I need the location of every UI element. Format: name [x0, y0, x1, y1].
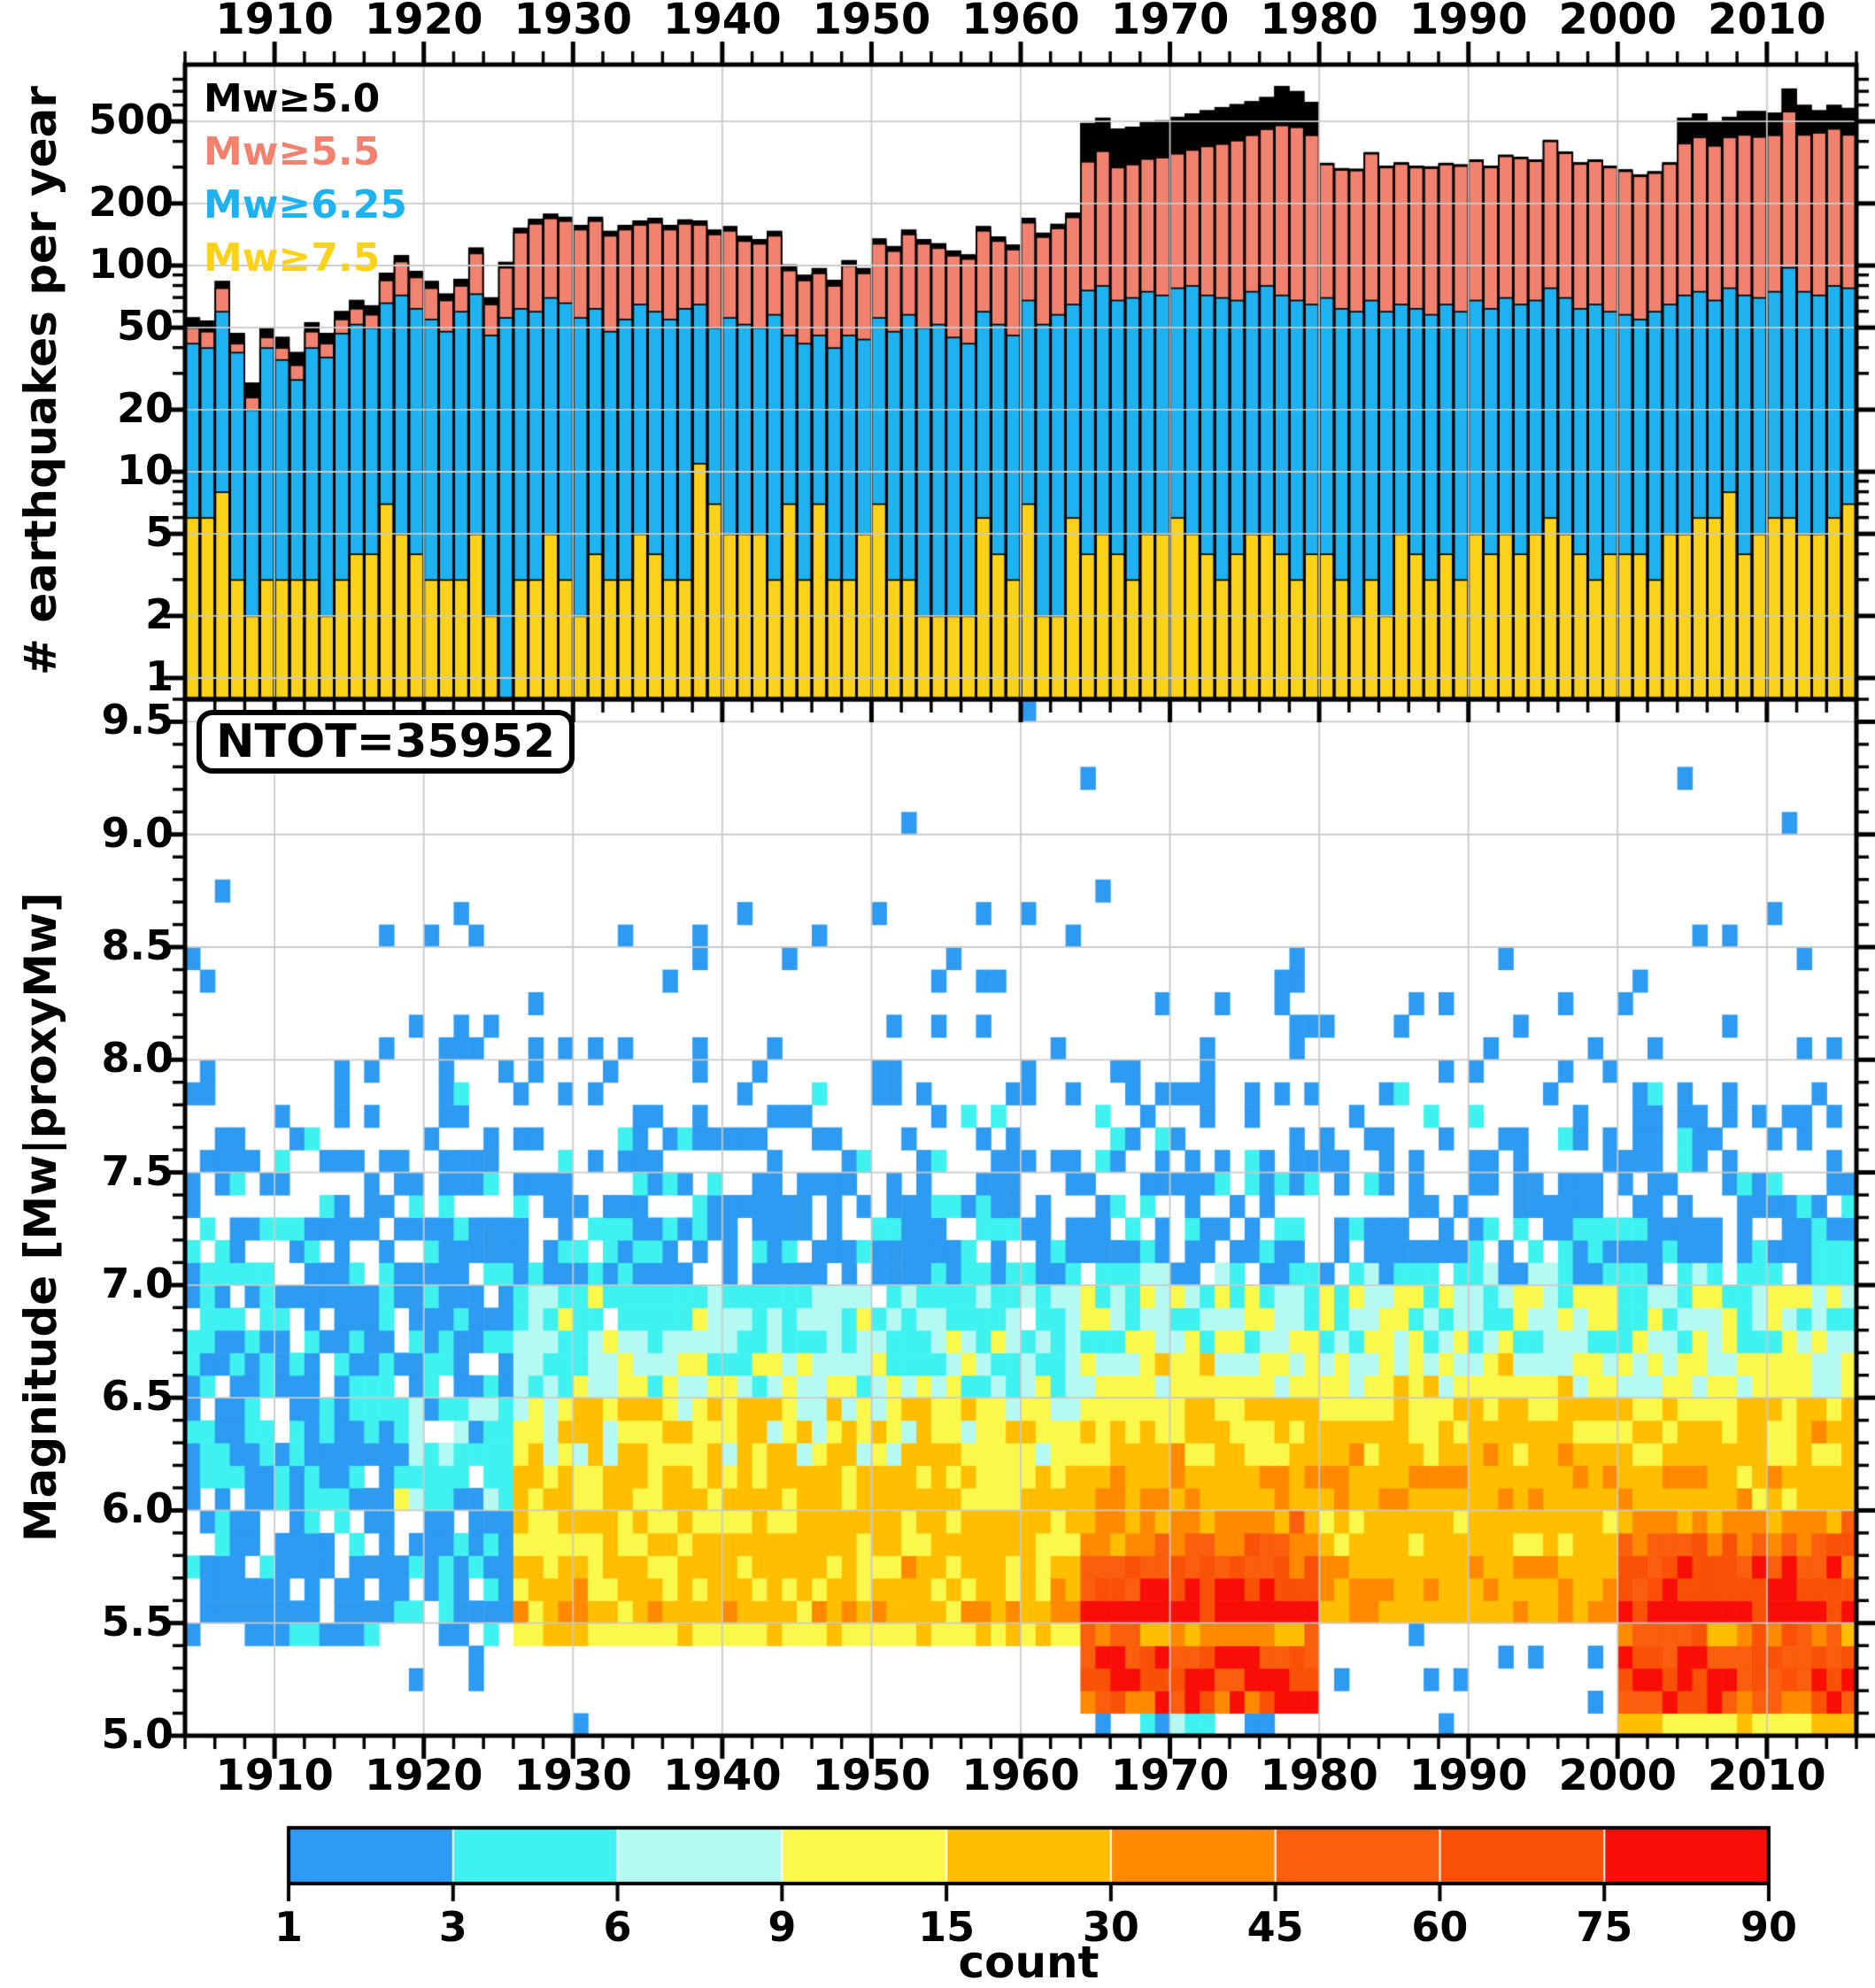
rate-tick-label: 2: [144, 589, 174, 638]
year-tick-label: 1960: [961, 0, 1080, 44]
magnitude-tick-label: 7.5: [101, 1146, 174, 1195]
magnitude-tick-label: 6.0: [101, 1484, 174, 1533]
legend-item-mw5.0: Mw≥5.0: [204, 73, 407, 126]
magnitude-tick-label: 9.5: [101, 696, 174, 744]
magnitude-tick-label: 9.0: [101, 808, 174, 857]
year-tick-label: 1950: [812, 0, 931, 44]
colorbar-break-label: 6: [603, 1903, 632, 1951]
year-tick-label: 2000: [1558, 1751, 1678, 1800]
legend-label: Mw≥6.25: [204, 182, 407, 227]
legend-item-mw6.25: Mw≥6.25: [204, 179, 407, 232]
colorbar-axis-title: count: [958, 1937, 1100, 1988]
legend-label: Mw≥5.5: [204, 129, 381, 174]
legend-label: Mw≥7.5: [204, 235, 381, 281]
year-tick-label: 1910: [215, 0, 334, 44]
heatmap-y-axis-title: Magnitude [Mw|proxyMw]: [15, 891, 66, 1543]
year-tick-label: 2010: [1708, 1751, 1826, 1800]
year-tick-label: 1950: [812, 1751, 931, 1800]
rate-tick-label: 500: [88, 96, 174, 144]
year-tick-label: 1940: [663, 1751, 782, 1800]
colorbar-break-label: 9: [768, 1903, 797, 1951]
year-tick-label: 1990: [1408, 0, 1528, 44]
year-tick-label: 1930: [513, 0, 633, 44]
colorbar-break-label: 15: [918, 1903, 976, 1951]
colorbar-break-label: 30: [1082, 1903, 1139, 1951]
year-tick-label: 1930: [513, 1751, 633, 1800]
rate-tick-label: 1: [144, 652, 174, 700]
magnitude-tick-label: 5.0: [101, 1710, 174, 1758]
legend-item-mw5.5: Mw≥5.5: [204, 126, 407, 179]
magnitude-tick-label: 7.0: [101, 1259, 174, 1307]
colorbar-break-label: 90: [1740, 1903, 1798, 1951]
magnitude-tick-label: 8.0: [101, 1034, 174, 1083]
colorbar-break-label: 75: [1576, 1903, 1633, 1951]
rate-tick-label: 100: [88, 240, 174, 288]
colorbar-break-label: 1: [274, 1903, 304, 1951]
rate-tick-label: 5: [144, 508, 174, 557]
legend-label: Mw≥5.0: [204, 76, 381, 121]
year-tick-label: 1910: [215, 1751, 334, 1800]
year-tick-label: 1970: [1110, 1751, 1230, 1800]
colorbar-break-label: 45: [1246, 1903, 1304, 1951]
year-tick-label: 1970: [1110, 0, 1230, 44]
year-tick-label: 2010: [1708, 0, 1826, 44]
rate-tick-label: 20: [116, 383, 174, 432]
year-tick-label: 1920: [364, 0, 483, 44]
top-panel-y-axis-title: # earthquakes per year: [15, 86, 66, 675]
rate-tick-label: 200: [88, 177, 174, 226]
colorbar-break-label: 3: [438, 1903, 467, 1951]
year-tick-label: 1940: [663, 0, 782, 44]
year-tick-label: 1980: [1260, 1751, 1378, 1800]
ntot-annotation-box: NTOT=35952: [197, 710, 575, 774]
legend-item-mw7.5: Mw≥7.5: [204, 232, 407, 285]
magnitude-tick-label: 6.5: [101, 1372, 174, 1421]
year-tick-label: 2000: [1558, 0, 1678, 44]
year-tick-label: 1920: [364, 1751, 483, 1800]
rate-tick-label: 10: [116, 446, 174, 494]
year-tick-label: 1980: [1260, 0, 1378, 44]
magnitude-tick-label: 8.5: [101, 921, 174, 970]
magnitude-tick-label: 5.5: [101, 1597, 174, 1645]
year-tick-label: 1990: [1408, 1751, 1528, 1800]
year-tick-label: 1960: [961, 1751, 1080, 1800]
colorbar-break-label: 60: [1411, 1903, 1469, 1951]
legend: Mw≥5.0 Mw≥5.5 Mw≥6.25 Mw≥7.5: [204, 73, 407, 285]
rate-tick-label: 50: [116, 302, 174, 351]
